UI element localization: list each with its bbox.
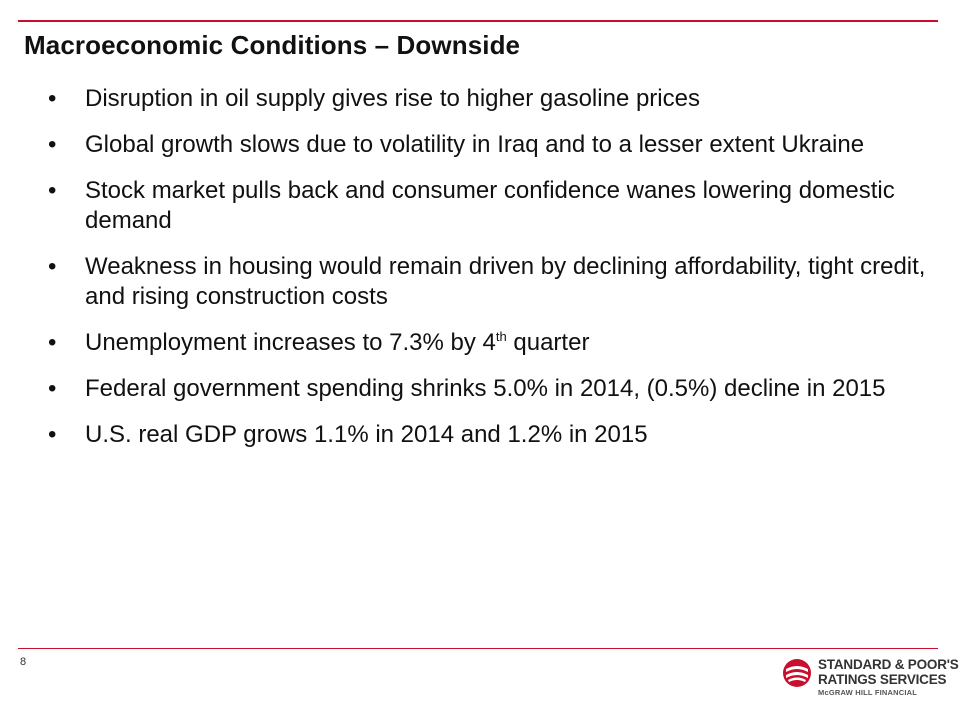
bullet-icon: • (48, 329, 57, 356)
bullet-text: Stock market pulls back and consumer con… (85, 177, 895, 234)
bullet-icon: • (48, 177, 57, 204)
bullet-item: • Unemployment increases to 7.3% by 4th … (48, 328, 928, 358)
bullet-item: • Weakness in housing would remain drive… (48, 252, 928, 312)
bullet-text: U.S. real GDP grows 1.1% in 2014 and 1.2… (85, 421, 648, 448)
bullet-text: Federal government spending shrinks 5.0%… (85, 375, 886, 402)
bullet-text: Disruption in oil supply gives rise to h… (85, 85, 700, 112)
bullet-icon: • (48, 253, 57, 280)
bullet-item: • Global growth slows due to volatility … (48, 130, 928, 160)
bullet-item: • Stock market pulls back and consumer c… (48, 176, 928, 236)
bullet-list: • Disruption in oil supply gives rise to… (48, 84, 928, 466)
bullet-item: • U.S. real GDP grows 1.1% in 2014 and 1… (48, 420, 928, 450)
bullet-text: Weakness in housing would remain driven … (85, 253, 926, 310)
sp-logo-mark-icon (783, 659, 811, 687)
logo-text-line1: STANDARD & POOR'S (818, 657, 959, 672)
bottom-divider (18, 648, 938, 649)
bullet-icon: • (48, 421, 57, 448)
top-divider (18, 20, 938, 22)
bullet-item: • Federal government spending shrinks 5.… (48, 374, 928, 404)
bullet-text: Global growth slows due to volatility in… (85, 131, 865, 158)
bullet-icon: • (48, 375, 57, 402)
bullet-icon: • (48, 131, 57, 158)
bullet-superscript: th (495, 329, 507, 344)
sp-ratings-logo: STANDARD & POOR'S RATINGS SERVICES McGRA… (782, 654, 959, 698)
logo-text-line2: RATINGS SERVICES (818, 672, 947, 687)
bullet-item: • Disruption in oil supply gives rise to… (48, 84, 928, 114)
bullet-icon: • (48, 85, 57, 112)
bullet-text: Unemployment increases to 7.3% by 4 (85, 329, 496, 356)
logo-text-line3: McGRAW HILL FINANCIAL (818, 688, 918, 697)
bullet-text-after: quarter (506, 329, 590, 356)
slide-title: Macroeconomic Conditions – Downside (24, 30, 521, 60)
page-number: 8 (20, 656, 27, 668)
